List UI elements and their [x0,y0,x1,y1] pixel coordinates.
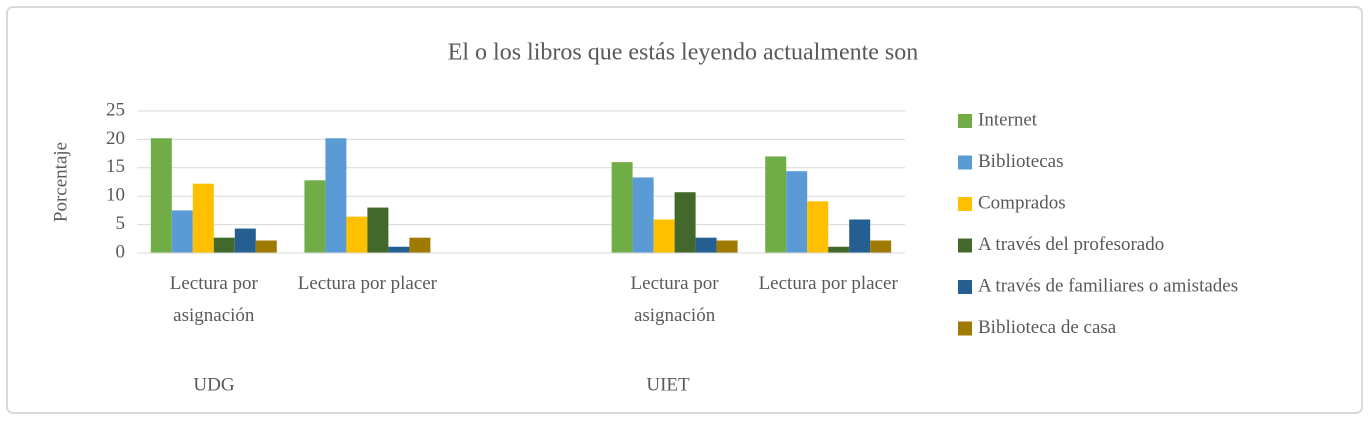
legend-label: Internet [978,109,1038,130]
bar [611,162,633,253]
x-tick-label: Lectura por placer [297,273,438,294]
bar [346,216,368,253]
legend-label: Comprados [978,192,1066,213]
legend-label: A través de familiares o amistades [978,275,1238,296]
y-tick-label: 25 [106,99,125,120]
bar [171,210,193,253]
bar [870,240,892,253]
y-tick-label: 15 [106,156,125,177]
legend-swatch [958,280,972,294]
bar [786,171,808,253]
bar [409,237,431,253]
bar [716,240,738,253]
bar [304,180,326,253]
legend-swatch [958,114,972,128]
legend-label: Bibliotecas [978,151,1063,172]
group-label: UDG [193,374,234,395]
legend-swatch [958,238,972,253]
legend-label: A través del profesorado [978,234,1164,255]
x-tick-label: Lectura por asignación [630,273,719,326]
legend-swatch [958,321,972,336]
bar [255,240,277,253]
bar [325,138,347,253]
chart-title: El o los libros que estás leyendo actual… [448,40,919,66]
bar [674,192,696,253]
y-tick-label: 10 [106,185,125,206]
bar [150,138,172,253]
bar [388,246,410,253]
bar [192,183,214,253]
y-tick-label: 0 [116,241,126,262]
bar [653,219,675,253]
y-tick-label: 5 [116,213,126,234]
bar [234,228,256,253]
bar [213,237,235,253]
bar [632,177,654,253]
bar [828,246,850,253]
x-tick-label: Lectura por asignación [169,273,258,326]
bar [695,237,717,253]
legend-swatch [958,155,972,170]
x-tick-label: Lectura por placer [758,273,898,294]
y-axis-label: Porcentaje [50,142,71,222]
y-tick-label: 20 [106,128,125,149]
bar [367,207,389,253]
bar [765,156,787,253]
legend-label: Biblioteca de casa [978,317,1117,338]
group-label: UIET [646,374,690,395]
legend-swatch [958,197,972,211]
bar [849,219,871,253]
bar [807,201,829,253]
